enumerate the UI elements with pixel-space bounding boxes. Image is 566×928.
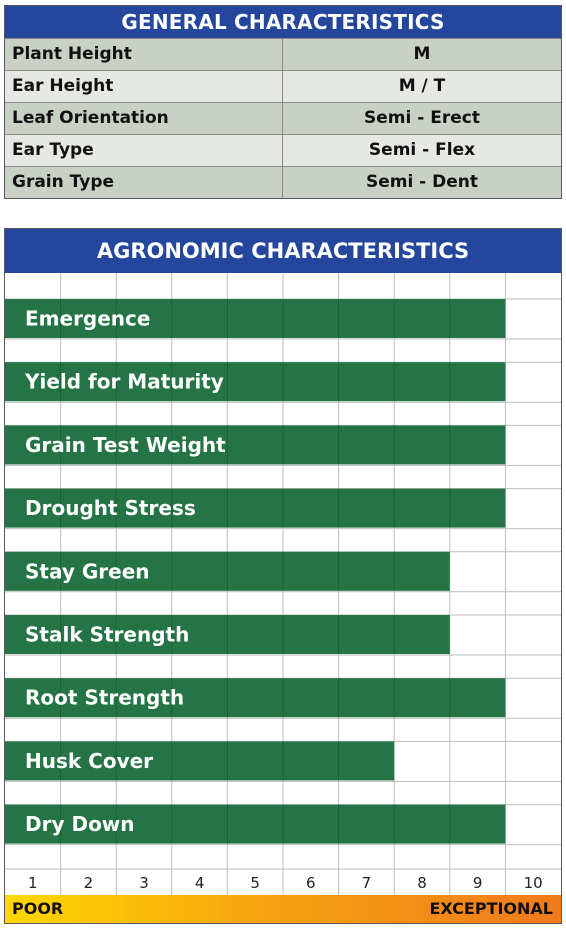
general-row-value: Semi - Flex [368,140,476,160]
x-tick-label: 2 [84,874,94,892]
bar [5,678,506,718]
x-tick-label: 7 [362,874,372,892]
agronomic-characteristics-title: AGRONOMIC CHARACTERISTICS [5,229,561,273]
general-row-label: Grain Type [5,167,283,198]
general-characteristics-title: GENERAL CHARACTERISTICS [5,6,561,38]
general-row: Ear Type Semi - Flex [5,134,561,166]
bar-label: Dry Down [25,812,135,836]
general-row: Leaf Orientation Semi - Erect [5,102,561,134]
general-row-label: Ear Height [5,71,283,102]
scale-low-label: POOR [12,899,64,918]
general-row: Plant Height M [5,38,561,70]
scale-high-label: EXCEPTIONAL [429,899,553,918]
x-tick-label: 10 [524,874,543,892]
general-row-label: Ear Type [5,135,283,166]
general-row: Ear Height M / T [5,70,561,102]
bar-label: Yield for Maturity [24,370,224,394]
general-row-value: M / T [398,76,446,96]
general-row-label: Leaf Orientation [5,103,283,134]
bar [5,362,506,402]
bar [5,299,506,338]
bar-label: Drought Stress [25,496,196,520]
general-row-value: Semi - Dent [365,172,479,192]
bar [5,741,395,781]
general-row-label: Plant Height [5,39,283,70]
bar [5,425,506,465]
bar [5,804,506,844]
general-characteristics-rows: Plant Height M Ear Height M / T Leaf Orienta… [5,38,561,198]
bar-label: Emergence [25,307,150,331]
x-tick-label: 1 [28,874,38,892]
bar-label: Grain Test Weight [25,433,226,457]
bar-label: Stalk Strength [25,623,189,647]
general-characteristics-table: GENERAL CHARACTERISTICS Plant Height M Ear… [4,5,562,199]
bar-label: Root Strength [25,686,184,710]
x-tick-label: 5 [250,874,260,892]
general-row: Grain Type Semi - Dent [5,166,561,198]
agronomic-bar-chart: Emergence Yield for Maturity Grain Test We… [5,273,561,895]
bar [5,488,506,528]
x-tick-label: 8 [417,874,427,892]
rating-scale-bar: POOR EXCEPTIONAL [5,895,561,923]
bar-label: Stay Green [25,559,150,583]
x-tick-label: 9 [473,874,483,892]
general-row-value: Semi - Erect [364,108,480,128]
agronomic-characteristics-chart: AGRONOMIC CHARACTERISTICS Emergence Yield… [4,228,562,924]
x-tick-label: 4 [195,874,205,892]
x-tick-label: 6 [306,874,316,892]
bar-label: Husk Cover [25,749,153,773]
x-tick-label: 3 [139,874,149,892]
general-row-value: M [413,44,431,64]
